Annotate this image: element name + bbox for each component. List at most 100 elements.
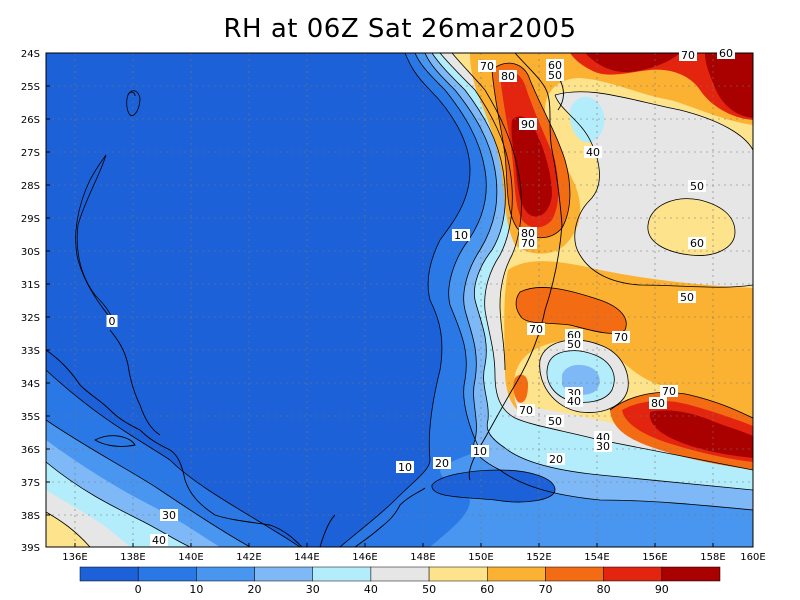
- lon-label: 156E: [642, 552, 667, 563]
- contour-label-text: 10: [398, 461, 412, 474]
- contour-label: 70: [478, 60, 496, 73]
- lat-label: 29S: [21, 214, 40, 225]
- contour-label: 10: [452, 229, 470, 242]
- lon-label: 158E: [700, 552, 725, 563]
- colorbar-label: 50: [422, 583, 436, 596]
- blue-blob-37s: [431, 470, 555, 502]
- contour-label: 30: [594, 440, 612, 453]
- map-title: RH at 06Z Sat 26mar2005: [223, 14, 577, 44]
- contour-label: 80: [519, 227, 537, 240]
- rh-field: [46, 53, 753, 547]
- lat-label: 38S: [21, 511, 40, 522]
- colorbar-label: 70: [538, 583, 552, 596]
- contour-label: 50: [546, 415, 564, 428]
- lon-label: 148E: [410, 552, 435, 563]
- lat-label: 34S: [21, 379, 40, 390]
- colorbar-swatch: [254, 566, 313, 582]
- colorbar-swatch: [661, 566, 721, 582]
- maroon-column: [511, 116, 552, 217]
- contour-label-text: 80: [521, 227, 535, 240]
- contour-label-text: 20: [549, 453, 563, 466]
- contour-label: 0: [106, 315, 118, 328]
- contour-label: 50: [678, 291, 696, 304]
- contour-label-text: 90: [521, 118, 535, 131]
- lon-labels: 136E 138E 140E 142E 144E 146E 148E 150E …: [62, 552, 765, 563]
- colorbar-swatch: [79, 566, 139, 582]
- colorbar-label: 10: [189, 583, 203, 596]
- colorbar-label: 90: [655, 583, 669, 596]
- lat-label: 27S: [21, 148, 40, 159]
- contour-lines: [46, 53, 753, 547]
- contour-label: 40: [584, 146, 602, 159]
- contour-label: 50: [546, 69, 564, 82]
- colorbar-swatch: [603, 566, 663, 582]
- colorbar-label: 0: [135, 583, 142, 596]
- lat-label: 31S: [21, 280, 40, 291]
- contour-label-text: 60: [690, 237, 704, 250]
- contour-label-text: 70: [519, 404, 533, 417]
- contour-label-text: 10: [473, 445, 487, 458]
- contour-label: 40: [150, 534, 168, 547]
- colorbar-swatch: [428, 566, 488, 582]
- colorbar-label: 30: [306, 583, 320, 596]
- contour-label-text: 60: [719, 47, 733, 60]
- contour-label-text: 30: [162, 509, 176, 522]
- contour-label-text: 20: [435, 457, 449, 470]
- contour-label-text: 10: [454, 229, 468, 242]
- colorbar: 0 10 20 30 40 50 60 70 80 90: [79, 566, 721, 596]
- lat-label: 30S: [21, 247, 40, 258]
- contour-label-text: 70: [681, 49, 695, 62]
- lon-label: 152E: [526, 552, 551, 563]
- contour-label: 70: [679, 49, 697, 62]
- lat-label: 37S: [21, 478, 40, 489]
- colorbar-swatch: [487, 566, 546, 582]
- contour-label-text: 50: [680, 291, 694, 304]
- maroon-region-se: [649, 410, 753, 458]
- lon-label: 154E: [584, 552, 609, 563]
- lat-label: 36S: [21, 445, 40, 456]
- contour-label: 20: [433, 457, 451, 470]
- colorbar-swatch: [370, 566, 430, 582]
- contour-label: 40: [565, 395, 583, 408]
- contour-label: 70: [660, 385, 678, 398]
- contour-label-text: 40: [567, 395, 581, 408]
- lightblue-spot-ne: [569, 96, 605, 143]
- colorbar-label: 40: [364, 583, 378, 596]
- contour-label: 70: [612, 331, 630, 344]
- contour-label-text: 30: [596, 440, 610, 453]
- colorbar-swatch: [196, 566, 255, 582]
- contour-label-text: 60: [548, 59, 562, 72]
- lat-label: 33S: [21, 346, 40, 357]
- contour-label: 30: [160, 509, 178, 522]
- grid: [46, 53, 753, 547]
- contour-label: 50: [688, 180, 706, 193]
- contour-label-text: 70: [480, 60, 494, 73]
- lat-label: 32S: [21, 313, 40, 324]
- coastline: [46, 53, 564, 547]
- contour-label: 60: [546, 59, 564, 72]
- colorbar-swatch: [312, 566, 372, 582]
- lat-label: 25S: [21, 82, 40, 93]
- lon-label: 136E: [62, 552, 87, 563]
- contour-label-text: 50: [548, 69, 562, 82]
- contour-label-text: 70: [614, 331, 628, 344]
- contour-label: 10: [396, 461, 414, 474]
- band-60-70-sw: [46, 512, 90, 547]
- lat-label: 26S: [21, 115, 40, 126]
- contour-label-text: 50: [548, 415, 562, 428]
- colorbar-label: 60: [480, 583, 494, 596]
- lon-label: 142E: [236, 552, 261, 563]
- colorbar-swatch: [545, 566, 604, 582]
- contour-label: 10: [471, 445, 489, 458]
- contour-label-text: 50: [567, 338, 581, 351]
- contour-label: 60: [717, 47, 735, 60]
- contour-label-text: 80: [651, 397, 665, 410]
- contour-label: 50: [565, 338, 583, 351]
- colorbar-label: 20: [248, 583, 262, 596]
- yellow-island-ne: [647, 198, 735, 256]
- lon-label: 138E: [120, 552, 145, 563]
- lat-label: 24S: [21, 49, 40, 60]
- plot-frame: [45, 52, 754, 548]
